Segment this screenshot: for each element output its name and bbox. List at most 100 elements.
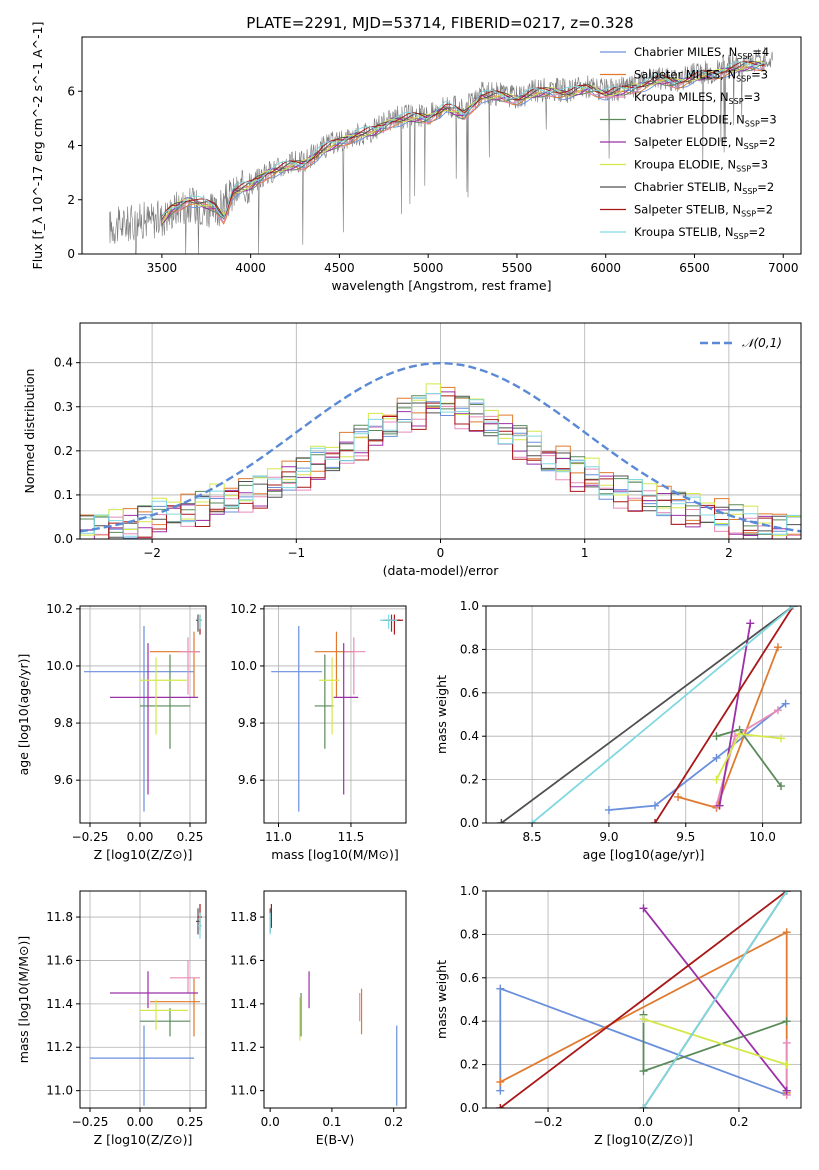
x-tick-label: 0.25 <box>177 1115 204 1129</box>
model-line <box>161 62 766 224</box>
axes-frame <box>485 605 802 824</box>
x-tick-label: 11.0 <box>265 830 292 844</box>
y-tick-label: 0.4 <box>460 1014 479 1028</box>
mass-weight-marker <box>639 1015 648 1024</box>
mass-weight-marker <box>712 753 721 762</box>
mass-weight-line <box>715 709 779 806</box>
x-tick-label: 0.0 <box>634 1115 653 1129</box>
x-tick-label: 9.0 <box>599 830 618 844</box>
mass-vs-metallicity-chart: −0.25 0.00 0.25 11.0 11.2 11.4 11.6 11.8 Z [log1… <box>16 890 207 1147</box>
x-tick-label: 6000 <box>590 261 621 275</box>
x-tick-label: 5000 <box>413 261 444 275</box>
legend-suffix: =2 <box>757 180 774 194</box>
residual-histogram-chart: −2 −1 0 1 2 0.0 0.1 0.2 0.3 0.4 (data-model)/error… <box>22 322 802 578</box>
x-tick-label: 5500 <box>502 261 533 275</box>
mass-weight-line <box>499 891 788 1108</box>
y-tick-label: 0.2 <box>460 773 479 787</box>
y-tick-label: 9.8 <box>54 716 73 730</box>
model-line <box>161 61 765 220</box>
x-tick-label: 0.0 <box>261 1115 280 1129</box>
legend-label: Chabrier MILES, NSSP=4 <box>634 45 769 61</box>
y-tick-label: 0.0 <box>54 532 73 546</box>
legend-suffix: =3 <box>751 68 768 82</box>
x-tick-label: 2 <box>725 546 733 560</box>
y-tick-label: 11.6 <box>46 953 73 967</box>
mass-weight-marker <box>782 928 791 937</box>
axes-frame <box>263 605 407 824</box>
plot-area <box>271 614 404 812</box>
legend-label: Salpeter MILES, NSSP=3 <box>634 68 768 84</box>
y-tick-label: 11.4 <box>230 997 257 1011</box>
plot-area <box>269 904 398 1106</box>
legend-label: Kroupa ELODIE, NSSP=3 <box>634 158 768 174</box>
y-tick-label: 11.4 <box>46 997 73 1011</box>
x-tick-label: 0.00 <box>127 1115 154 1129</box>
mass-weight-marker <box>782 1038 791 1047</box>
y-tick-label: 11.2 <box>46 1040 73 1054</box>
y-axis-label: mass weight <box>434 960 449 1039</box>
mass-weight-line <box>608 702 787 811</box>
legend-suffix: =4 <box>752 45 769 59</box>
mass-weight-marker <box>777 734 786 743</box>
axes-frame <box>79 605 207 824</box>
mass-weight-marker <box>715 801 724 810</box>
y-tick-label: 11.8 <box>46 910 73 924</box>
y-tick-label: 0.8 <box>460 927 479 941</box>
mass-weight-line <box>654 606 795 823</box>
x-tick-label: −1 <box>287 546 305 560</box>
y-axis-label: age [log10(age/yr)] <box>16 654 31 776</box>
y-tick-label: 4 <box>67 139 75 153</box>
mass-vs-ebv-chart: 0.0 0.1 0.2 11.0 11.2 11.4 11.6 11.8 E(B-V) <box>230 890 407 1147</box>
y-tick-label: 2 <box>67 193 75 207</box>
mass-weight-marker <box>782 1060 791 1069</box>
y-tick-label: 1.0 <box>460 599 479 613</box>
legend-subscript: SSP <box>734 232 749 241</box>
legend-label: Chabrier ELODIE, NSSP=3 <box>634 113 777 129</box>
legend-subscript: SSP <box>729 97 744 106</box>
legend-subscript: SSP <box>744 142 759 151</box>
y-tick-label: 9.6 <box>238 773 257 787</box>
y-tick-label: 0.2 <box>54 444 73 458</box>
y-tick-label: 0.4 <box>54 356 73 370</box>
plot-area <box>80 361 801 539</box>
mass-weight-marker <box>604 805 613 814</box>
y-tick-label: 0.6 <box>460 686 479 700</box>
y-tick-label: 10.0 <box>46 659 73 673</box>
y-tick-label: 0.8 <box>460 642 479 656</box>
mass-weight-marker <box>782 891 791 895</box>
y-axis-label: Flux [f_λ 10^-17 erg cm^-2 s^-1 A^-1] <box>30 22 45 270</box>
x-axis-label: E(B-V) <box>316 1132 355 1147</box>
mass-weight-marker <box>496 1086 505 1095</box>
mass-weight-line <box>677 646 779 809</box>
mass-weight-marker <box>746 619 755 628</box>
y-tick-label: 0 <box>67 247 75 261</box>
mass-weight-marker <box>735 730 744 739</box>
mass-weight-marker <box>712 775 721 784</box>
x-tick-label: 0.00 <box>127 830 154 844</box>
x-tick-label: 6500 <box>679 261 710 275</box>
x-tick-label: −2 <box>143 546 161 560</box>
mass-weight-marker <box>496 1077 505 1086</box>
plot-area <box>90 904 202 1106</box>
legend-label: Salpeter ELODIE, NSSP=2 <box>634 135 776 151</box>
x-axis-label: Z [log10(Z/Z⊙)] <box>94 847 193 862</box>
legend-subscript: SSP <box>737 52 752 61</box>
mass-weight-line <box>718 623 752 806</box>
mass-weight-marker <box>528 819 537 823</box>
y-tick-label: 6 <box>67 84 75 98</box>
x-tick-label: 4000 <box>235 261 266 275</box>
legend-suffix: =2 <box>749 225 766 239</box>
mass-weight-marker <box>639 904 648 913</box>
mass-weight-marker <box>782 1017 791 1026</box>
mass-weight-marker <box>496 984 505 993</box>
mass-weight-marker <box>777 782 786 791</box>
y-axis-label: mass [log10(M/M⊙)] <box>16 936 31 1064</box>
mass-weight-marker <box>773 643 782 652</box>
x-tick-label: 8.5 <box>523 830 542 844</box>
mass-weight-line <box>531 606 794 823</box>
x-tick-label: 7000 <box>768 261 799 275</box>
plot-area <box>496 891 791 1108</box>
y-tick-label: 11.8 <box>230 910 257 924</box>
y-tick-label: 11.2 <box>230 1040 257 1054</box>
x-tick-label: 1 <box>581 546 589 560</box>
